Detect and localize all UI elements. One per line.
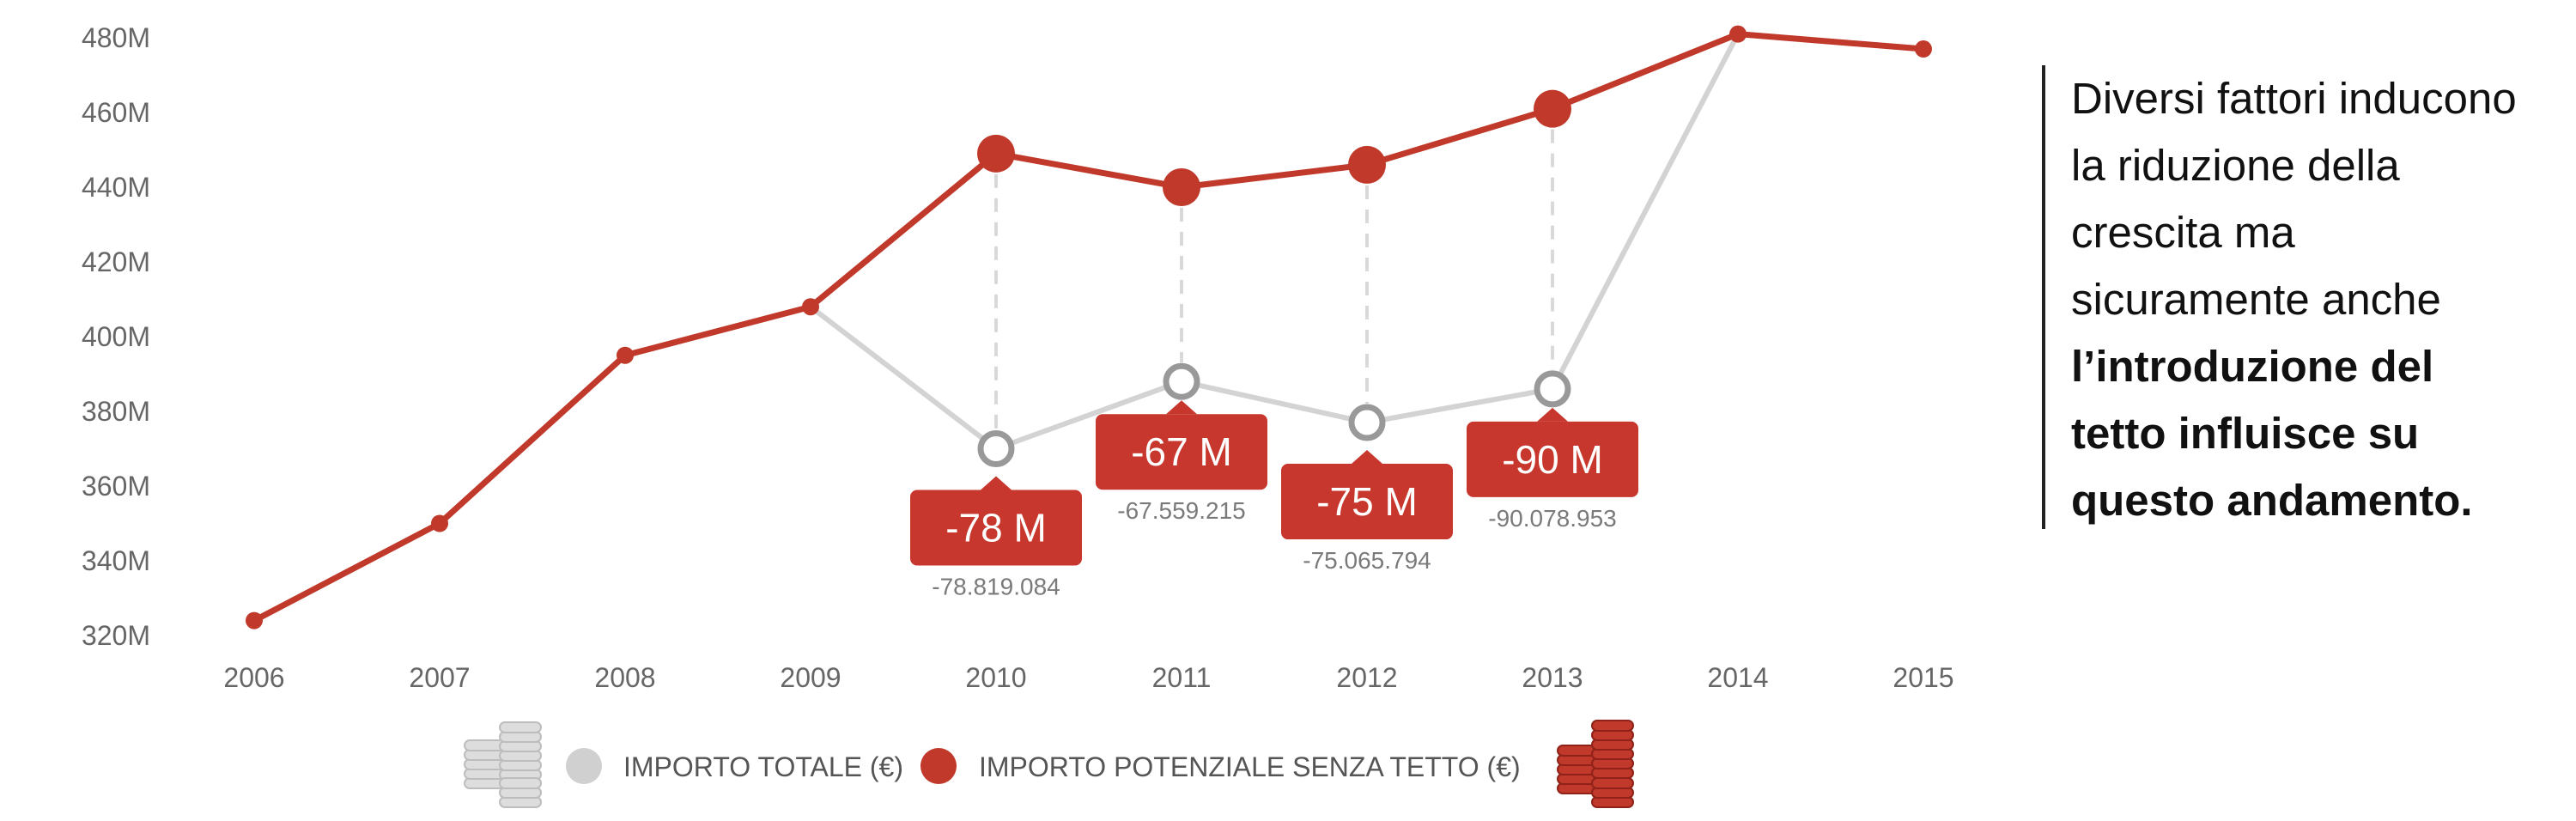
x-tick-label: 2014 [1707, 662, 1768, 693]
point-potenziale [802, 298, 819, 316]
difference-detail: -78.819.084 [932, 574, 1060, 600]
x-tick-label: 2015 [1893, 662, 1953, 693]
y-axis: 320M 340M 360M 380M 400M 420M 440M 460M 480M [82, 22, 150, 651]
series-line-importo-totale [252, 31, 1924, 623]
x-tick-label: 2011 [1152, 662, 1212, 693]
badge-pointer [981, 476, 1012, 490]
badge-box [1467, 421, 1638, 497]
y-tick-label: 360M [82, 471, 150, 502]
point-potenziale [617, 346, 634, 364]
coin [499, 777, 542, 789]
difference-detail: -90.078.953 [1488, 505, 1616, 532]
point-potenziale [431, 514, 448, 532]
badge-label: -75 M [1316, 479, 1418, 524]
point-totale [977, 430, 1015, 467]
legend-label-totale: IMPORTO TOTALE (€) [623, 751, 903, 782]
x-tick-label: 2009 [780, 662, 841, 693]
x-tick-label: 2006 [223, 662, 284, 693]
point-potenziale [246, 611, 263, 629]
side-note-text: Diversi fattori inducono la riduzione de… [2071, 65, 2531, 534]
point-potenziale [1729, 25, 1747, 43]
badge-box [1281, 464, 1453, 540]
x-tick-label: 2012 [1336, 662, 1397, 693]
x-tick-label: 2007 [409, 662, 470, 693]
coin-stack-red-icon [1557, 720, 1634, 808]
badge-label: -67 M [1131, 429, 1232, 474]
y-tick-label: 320M [82, 620, 150, 651]
coin [499, 721, 542, 733]
difference-badges: -78 M-78.819.084-67 M-67.559.215 -75 M-75… [910, 400, 1638, 600]
badge-pointer [1166, 400, 1197, 415]
y-tick-label: 480M [82, 22, 150, 53]
badge-box [1096, 414, 1267, 490]
badge-pointer [1352, 450, 1382, 465]
side-note-normal: Diversi fattori inducono la riduzione de… [2071, 74, 2517, 324]
series-points [246, 25, 1932, 629]
point-potenziale [1163, 168, 1200, 206]
point-totale [1534, 370, 1571, 408]
x-tick-label: 2010 [965, 662, 1026, 693]
y-tick-label: 400M [82, 321, 150, 352]
badge-label: -90 M [1502, 437, 1603, 482]
legend: IMPORTO TOTALE (€) IMPORTO POTENZIALE SE… [464, 720, 1634, 808]
series-line-importo-potenziale [252, 31, 1924, 623]
badge-pointer [1537, 407, 1568, 422]
point-potenziale [1348, 145, 1386, 184]
coin-stack-grey-icon [464, 721, 542, 808]
point-totale [1348, 404, 1386, 441]
difference-badge: -75 M -75.065.794 [1281, 450, 1453, 574]
point-potenziale [1534, 89, 1571, 128]
y-tick-label: 460M [82, 97, 150, 128]
y-tick-label: 380M [82, 396, 150, 427]
x-tick-label: 2008 [594, 662, 655, 693]
y-tick-label: 340M [82, 545, 150, 576]
legend-label-potenziale: IMPORTO POTENZIALE SENZA TETTO (€) [979, 751, 1521, 782]
series-lines [252, 31, 1924, 623]
side-note: Diversi fattori inducono la riduzione de… [2042, 65, 2531, 529]
line-chart: 320M 340M 360M 380M 400M 420M 440M 460M 480M 200… [82, 22, 1954, 808]
legend-marker-totale [566, 748, 602, 784]
difference-connectors [994, 129, 1554, 430]
badge-box [910, 490, 1082, 566]
difference-badge: -67 M -67.559.215 [1096, 400, 1267, 524]
x-tick-label: 2013 [1522, 662, 1583, 693]
coin [1591, 777, 1634, 789]
point-totale [1163, 362, 1200, 400]
x-axis: 2006 2007 2008 2009 2010 2011 2012 2013 2014 2015 [223, 662, 1953, 693]
badge-label: -78 M [945, 506, 1047, 550]
legend-marker-potenziale [920, 748, 957, 784]
point-potenziale [1915, 40, 1932, 58]
side-note-bold: l’introduzione del tetto influisce su qu… [2071, 342, 2473, 525]
difference-badge: -78 M -78.819.084 [910, 476, 1082, 600]
difference-badge: -90 M -90.078.953 [1467, 407, 1638, 532]
difference-detail: -67.559.215 [1117, 497, 1245, 524]
point-potenziale [977, 134, 1015, 173]
y-tick-label: 440M [82, 172, 150, 203]
difference-detail: -75.065.794 [1303, 547, 1431, 574]
y-tick-label: 420M [82, 246, 150, 277]
coin [1591, 720, 1634, 732]
